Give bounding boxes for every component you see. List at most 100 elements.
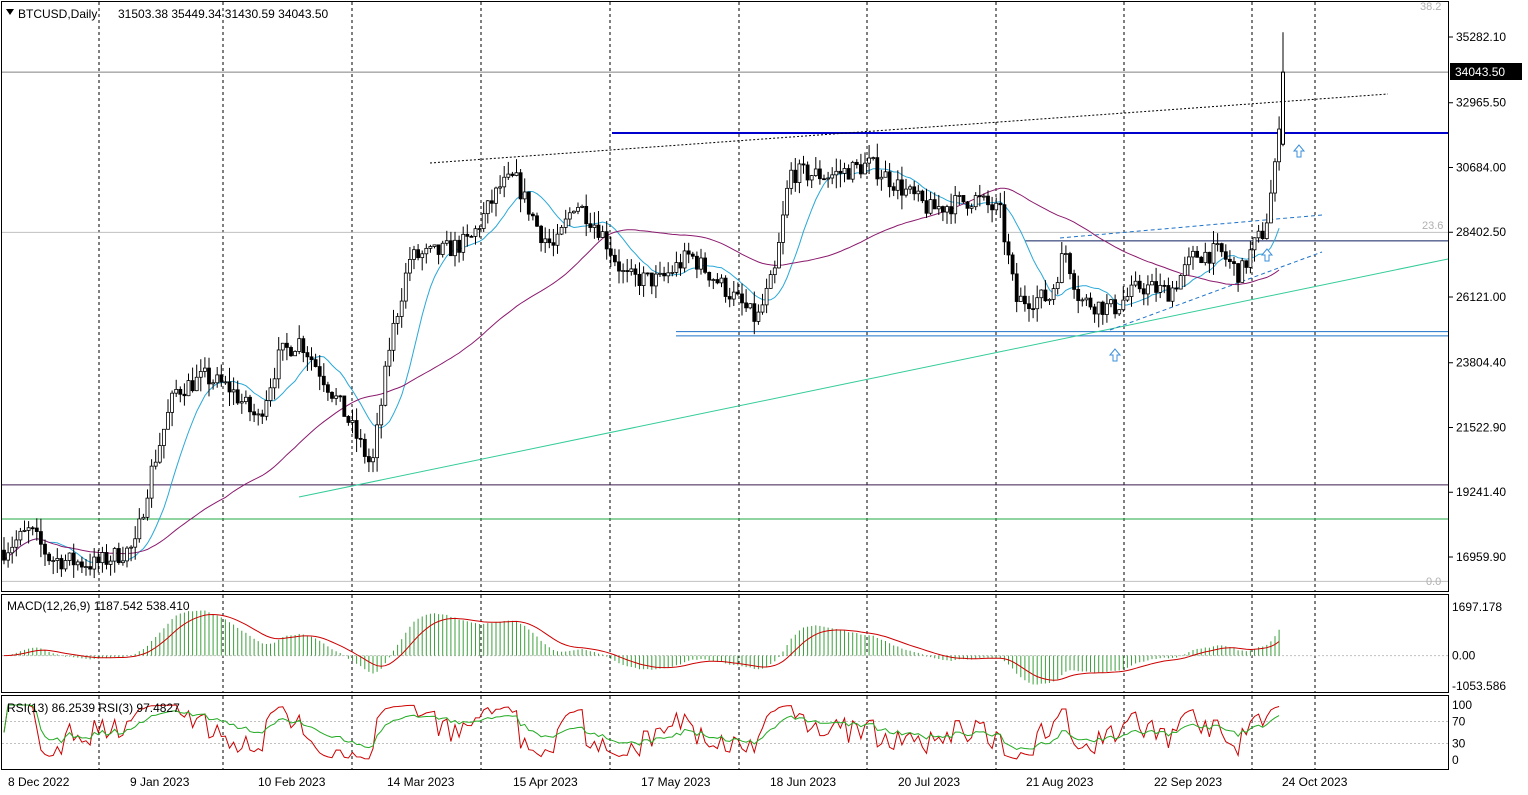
x-tick-label: 14 Mar 2023 — [387, 775, 455, 789]
candle-body — [92, 556, 97, 570]
candle-body — [1072, 273, 1076, 290]
candle-body — [157, 445, 162, 463]
candle-body — [186, 380, 191, 397]
rsi-tick-label: 30 — [1452, 737, 1466, 751]
candle-body — [387, 349, 392, 367]
candle-body — [588, 223, 593, 228]
trend-lines — [298, 93, 1449, 498]
candle-body — [342, 395, 347, 417]
candle-body — [510, 173, 515, 176]
candle-body — [1059, 253, 1064, 283]
candle-body — [317, 366, 322, 377]
candle-body — [284, 342, 289, 348]
candle-body — [572, 210, 576, 214]
candle-body — [1219, 243, 1224, 253]
candle-body — [375, 424, 380, 459]
candle-body — [457, 239, 462, 253]
candle-body — [719, 277, 724, 284]
candle-body — [395, 316, 400, 324]
y-tick-label: 32965.50 — [1456, 96, 1506, 110]
symbol-dropdown-icon[interactable] — [6, 9, 14, 15]
candle-body — [1039, 289, 1044, 299]
candle-body — [526, 191, 531, 215]
candle-body — [51, 560, 56, 562]
candle-body — [522, 191, 527, 200]
candle-body — [1055, 282, 1060, 290]
x-tick-label: 21 Aug 2023 — [1026, 775, 1094, 789]
candle-body — [194, 376, 199, 392]
candle-body — [518, 172, 523, 200]
candle-body — [625, 270, 630, 272]
candle-body — [768, 274, 773, 289]
candle-body — [994, 202, 999, 211]
candle-body — [10, 546, 15, 554]
candle-body — [243, 396, 248, 403]
candle-body — [895, 179, 900, 191]
candle-body — [1174, 287, 1179, 290]
candle-body — [1191, 250, 1195, 258]
candle-body — [838, 170, 843, 174]
candle-body — [141, 516, 146, 520]
candle-body — [96, 556, 101, 564]
candle-body — [887, 171, 892, 188]
candle-body — [670, 272, 675, 274]
candle-body — [662, 272, 666, 277]
candle-body — [6, 552, 10, 561]
candle-body — [366, 456, 371, 463]
y-tick-label: 28402.50 — [1456, 225, 1506, 239]
candle-body — [461, 233, 466, 253]
candle-body — [55, 558, 60, 561]
candle-body — [272, 378, 277, 389]
slow-moving-average — [3, 187, 1280, 561]
candle-body — [362, 438, 367, 457]
candle-body — [481, 213, 486, 229]
candle-body — [859, 164, 863, 175]
candle-body — [129, 546, 134, 549]
fib-level-00: 0.0 — [1426, 576, 1441, 588]
candle-body — [432, 244, 437, 247]
candle-body — [1031, 308, 1035, 311]
candle-body — [80, 561, 84, 568]
y-tick-label: 26121.00 — [1456, 290, 1506, 304]
x-tick-label: 17 May 2023 — [641, 775, 711, 789]
resistance-trend-line — [429, 93, 1389, 164]
macd-tick-label: -1053.586 — [1452, 679, 1506, 693]
candle-body — [391, 322, 396, 351]
candle-body — [699, 257, 703, 270]
candle-body — [1178, 275, 1183, 290]
candle-body — [424, 247, 429, 255]
candle-body — [928, 199, 933, 214]
candle-body — [834, 170, 839, 176]
candle-body — [428, 246, 433, 249]
candle-body — [592, 224, 597, 228]
candle-body — [1170, 287, 1175, 302]
candle-body — [1084, 297, 1089, 301]
current-price-label: 34043.50 — [1455, 65, 1505, 79]
candle-body — [350, 420, 355, 423]
candle-body — [1006, 241, 1011, 256]
candle-body — [600, 231, 605, 238]
candle-body — [678, 262, 683, 269]
candle-body — [740, 293, 744, 304]
candle-body — [1137, 280, 1142, 290]
candle-body — [211, 382, 216, 385]
candle-body — [715, 279, 720, 284]
candle-body — [330, 391, 334, 399]
rsi-pane-frame — [1, 695, 1449, 770]
candle-body — [641, 272, 646, 287]
candle-body — [1223, 251, 1228, 260]
candle-body — [621, 270, 625, 272]
candle-body — [145, 497, 150, 518]
candle-body — [412, 249, 416, 260]
candle-body — [580, 205, 584, 208]
candle-body — [71, 552, 76, 566]
candle-body — [39, 531, 43, 545]
candle-body — [453, 239, 457, 257]
candle-body — [539, 225, 543, 244]
candle-body — [18, 530, 23, 541]
candle-body — [1228, 258, 1232, 262]
candle-body — [760, 304, 765, 313]
candle-body — [104, 552, 109, 565]
up-arrow-icon — [1260, 248, 1274, 262]
